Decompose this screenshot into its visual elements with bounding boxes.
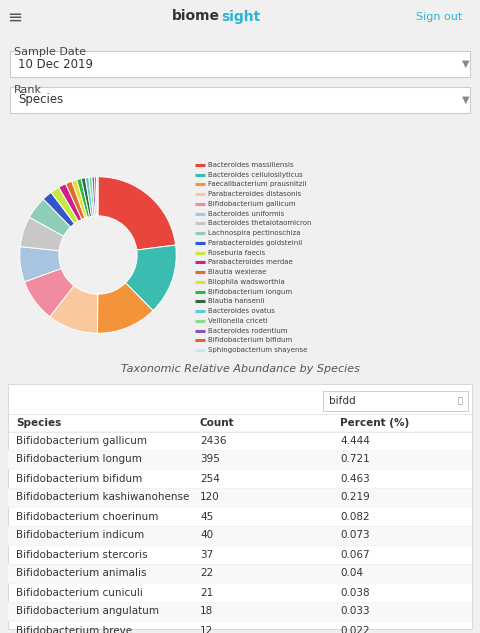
Wedge shape	[72, 180, 87, 218]
Text: Percent (%): Percent (%)	[340, 418, 409, 428]
Text: Bifidobacterium gallicum: Bifidobacterium gallicum	[16, 436, 147, 446]
Bar	[8, 450, 472, 469]
Text: Bacteroides ovatus: Bacteroides ovatus	[208, 308, 275, 314]
Wedge shape	[24, 268, 74, 316]
Text: 0.022: 0.022	[340, 625, 370, 633]
Text: 120: 120	[200, 492, 220, 503]
Text: Parabacteroides merdae: Parabacteroides merdae	[208, 260, 293, 265]
Text: Taxonomic Relative Abundance by Species: Taxonomic Relative Abundance by Species	[120, 364, 360, 374]
Text: Parabacteroides distasonis: Parabacteroides distasonis	[208, 191, 301, 197]
Wedge shape	[66, 181, 85, 220]
Text: Bifidobacterium angulatum: Bifidobacterium angulatum	[16, 606, 159, 617]
Text: 0.04: 0.04	[340, 568, 363, 579]
Text: 0.219: 0.219	[340, 492, 370, 503]
Text: 0.033: 0.033	[340, 606, 370, 617]
Text: 37: 37	[200, 549, 213, 560]
Bar	[10, 51, 470, 77]
Text: Bacteroides cellulosilyticus: Bacteroides cellulosilyticus	[208, 172, 303, 178]
Text: 21: 21	[200, 587, 213, 598]
Text: Veillonella criceti: Veillonella criceti	[208, 318, 268, 324]
Bar	[8, 488, 472, 507]
Text: ≡: ≡	[7, 8, 23, 27]
Text: 40: 40	[200, 530, 213, 541]
Text: Rank: Rank	[14, 85, 42, 95]
Text: Bifidobacterium longum: Bifidobacterium longum	[16, 454, 142, 465]
Text: Bifidobacterium cuniculi: Bifidobacterium cuniculi	[16, 587, 143, 598]
Wedge shape	[98, 177, 176, 250]
Text: 22: 22	[200, 568, 213, 579]
Text: Roseburia faecis: Roseburia faecis	[208, 249, 265, 256]
Text: Bifidobacterium stercoris: Bifidobacterium stercoris	[16, 549, 148, 560]
Text: 18: 18	[200, 606, 213, 617]
Text: Bacteroides rodentium: Bacteroides rodentium	[208, 328, 288, 334]
Wedge shape	[95, 177, 97, 216]
Wedge shape	[59, 184, 82, 221]
Wedge shape	[77, 179, 90, 217]
Wedge shape	[126, 245, 176, 311]
Text: Species: Species	[18, 94, 63, 106]
Wedge shape	[20, 217, 64, 251]
Wedge shape	[96, 177, 98, 216]
Text: 0.463: 0.463	[340, 473, 370, 484]
Wedge shape	[51, 187, 78, 223]
Wedge shape	[43, 192, 74, 227]
Text: Sample Date: Sample Date	[14, 47, 86, 57]
Text: Bacteroides massiliensis: Bacteroides massiliensis	[208, 162, 294, 168]
Text: Bilophila wadsworthia: Bilophila wadsworthia	[208, 279, 285, 285]
Wedge shape	[20, 246, 61, 282]
Text: sight: sight	[221, 9, 260, 23]
Text: 0.067: 0.067	[340, 549, 370, 560]
Text: Sphingobacterium shayense: Sphingobacterium shayense	[208, 347, 307, 353]
Text: 45: 45	[200, 511, 213, 522]
Text: Bifidobacterium animalis: Bifidobacterium animalis	[16, 568, 146, 579]
Text: 2436: 2436	[200, 436, 227, 446]
Text: Faecalibacterium prausnitzii: Faecalibacterium prausnitzii	[208, 182, 306, 187]
Text: Blautia wexlerae: Blautia wexlerae	[208, 269, 266, 275]
Wedge shape	[97, 283, 153, 333]
Wedge shape	[92, 177, 96, 216]
Text: Blautia hansenii: Blautia hansenii	[208, 298, 264, 304]
Bar	[10, 87, 470, 113]
Text: 🔍: 🔍	[457, 396, 463, 406]
Wedge shape	[89, 177, 95, 216]
Text: Species: Species	[16, 418, 61, 428]
Text: Lachnospira pectinoschiza: Lachnospira pectinoschiza	[208, 230, 300, 236]
Text: 0.038: 0.038	[340, 587, 370, 598]
Text: Bifidobacterium bifidum: Bifidobacterium bifidum	[208, 337, 292, 343]
Wedge shape	[81, 178, 92, 216]
Text: Bifidobacterium breve: Bifidobacterium breve	[16, 625, 132, 633]
Wedge shape	[85, 177, 94, 216]
Text: ▼: ▼	[462, 59, 470, 69]
Text: 0.082: 0.082	[340, 511, 370, 522]
Text: Bifidobacterium choerinum: Bifidobacterium choerinum	[16, 511, 158, 522]
Text: Bacteroides uniformis: Bacteroides uniformis	[208, 211, 284, 216]
Bar	[8, 564, 472, 583]
Text: 4.444: 4.444	[340, 436, 370, 446]
Text: Bifidobacterium indicum: Bifidobacterium indicum	[16, 530, 144, 541]
Wedge shape	[50, 286, 98, 333]
Text: Sign out: Sign out	[416, 13, 462, 23]
Text: bifdd: bifdd	[329, 396, 356, 406]
Text: Parabacteroides goldsteinii: Parabacteroides goldsteinii	[208, 240, 302, 246]
Text: Bifidobacterium gallicum: Bifidobacterium gallicum	[208, 201, 296, 207]
Bar	[323, 391, 468, 411]
Text: Bifidobacterium longum: Bifidobacterium longum	[208, 289, 292, 294]
Text: ▼: ▼	[462, 95, 470, 105]
Text: 0.721: 0.721	[340, 454, 370, 465]
Text: 254: 254	[200, 473, 220, 484]
Bar	[8, 602, 472, 621]
Text: biome: biome	[172, 9, 220, 23]
Text: 12: 12	[200, 625, 213, 633]
Text: 10 Dec 2019: 10 Dec 2019	[18, 58, 93, 70]
Text: Bacteroides thetaiotaomicron: Bacteroides thetaiotaomicron	[208, 220, 312, 227]
Text: Bifidobacterium bifidum: Bifidobacterium bifidum	[16, 473, 142, 484]
Text: 395: 395	[200, 454, 220, 465]
Bar	[8, 526, 472, 545]
Wedge shape	[29, 199, 71, 236]
Text: 0.073: 0.073	[340, 530, 370, 541]
Text: Count: Count	[200, 418, 235, 428]
Text: Bifidobacterium kashiwanohense: Bifidobacterium kashiwanohense	[16, 492, 190, 503]
